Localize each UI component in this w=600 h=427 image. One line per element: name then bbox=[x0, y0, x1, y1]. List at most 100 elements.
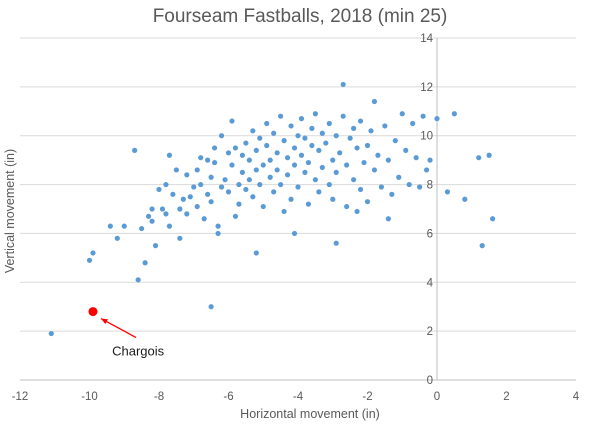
data-point bbox=[215, 223, 221, 229]
x-tick-label: -4 bbox=[293, 391, 304, 403]
data-point bbox=[295, 133, 301, 139]
data-point bbox=[291, 145, 298, 151]
data-point bbox=[177, 206, 183, 212]
data-point bbox=[284, 155, 291, 161]
y-tick-label: 6 bbox=[427, 228, 433, 240]
data-point bbox=[364, 142, 371, 149]
data-point bbox=[490, 216, 496, 222]
data-point bbox=[184, 172, 190, 178]
data-point bbox=[264, 120, 270, 127]
axes bbox=[20, 38, 576, 381]
data-point bbox=[382, 123, 388, 129]
data-point bbox=[232, 145, 239, 151]
data-point bbox=[48, 330, 54, 337]
highlight-point bbox=[88, 307, 98, 317]
x-tick-label: 4 bbox=[573, 391, 580, 403]
data-point bbox=[295, 184, 301, 190]
data-point bbox=[368, 128, 374, 134]
data-point bbox=[246, 157, 252, 163]
data-point bbox=[194, 203, 200, 210]
data-point bbox=[201, 216, 207, 222]
data-point bbox=[451, 111, 457, 117]
data-point bbox=[351, 177, 357, 183]
data-point bbox=[357, 118, 364, 124]
highlight-annotation: Chargois bbox=[88, 307, 165, 359]
chart-title: Fourseam Fastballs, 2018 (min 25) bbox=[153, 6, 448, 27]
data-point bbox=[232, 213, 239, 219]
data-point bbox=[177, 235, 183, 241]
data-point bbox=[389, 191, 395, 197]
data-point bbox=[309, 125, 315, 131]
data-point bbox=[298, 152, 305, 158]
y-tick-label: 14 bbox=[420, 33, 433, 45]
data-points bbox=[48, 81, 496, 337]
data-point bbox=[114, 235, 120, 241]
data-point bbox=[337, 150, 343, 156]
data-point bbox=[309, 142, 315, 149]
data-point bbox=[225, 189, 232, 195]
data-point bbox=[316, 147, 322, 153]
data-point bbox=[208, 174, 214, 180]
x-tick-labels: -12 -10 -8 -6 -4 -2 0 2 4 bbox=[12, 391, 580, 403]
data-point bbox=[410, 120, 416, 127]
data-point bbox=[462, 196, 468, 202]
data-point bbox=[264, 142, 270, 149]
data-point bbox=[90, 250, 96, 256]
data-point bbox=[218, 133, 225, 139]
annotation-arrowhead bbox=[100, 318, 108, 325]
x-axis-title: Horizontal movement (in) bbox=[240, 407, 380, 421]
data-point bbox=[163, 181, 169, 188]
data-point bbox=[291, 230, 298, 237]
data-point bbox=[423, 167, 430, 173]
y-tick-label: 2 bbox=[427, 326, 433, 338]
data-point bbox=[347, 135, 353, 141]
data-point bbox=[86, 257, 93, 263]
data-point bbox=[357, 186, 364, 193]
data-point bbox=[361, 159, 367, 166]
data-point bbox=[170, 191, 176, 197]
data-point bbox=[417, 184, 423, 190]
data-point bbox=[333, 169, 339, 175]
data-point bbox=[305, 159, 312, 166]
data-point bbox=[323, 140, 329, 146]
data-point bbox=[225, 150, 232, 156]
x-tick-label: 0 bbox=[434, 391, 440, 403]
data-point bbox=[312, 177, 318, 183]
data-point bbox=[291, 162, 298, 168]
data-point bbox=[253, 167, 259, 173]
x-tick-label: -6 bbox=[223, 391, 233, 403]
data-point bbox=[142, 260, 148, 266]
data-point bbox=[135, 277, 141, 283]
data-point bbox=[149, 206, 155, 212]
data-point bbox=[371, 167, 378, 173]
annotation-arrow-line bbox=[100, 318, 137, 339]
data-point bbox=[406, 181, 412, 188]
data-point bbox=[205, 191, 211, 197]
data-point bbox=[163, 211, 169, 217]
data-point bbox=[198, 155, 204, 161]
data-point bbox=[281, 138, 287, 144]
data-point bbox=[274, 167, 280, 173]
data-point bbox=[344, 162, 350, 168]
data-point bbox=[194, 167, 200, 173]
data-point bbox=[239, 169, 245, 175]
data-point bbox=[486, 152, 492, 158]
data-point bbox=[288, 196, 294, 202]
data-point bbox=[333, 240, 339, 246]
data-point bbox=[149, 218, 155, 224]
data-point bbox=[212, 159, 218, 166]
data-point bbox=[340, 81, 346, 88]
data-point bbox=[208, 199, 214, 205]
data-point bbox=[479, 243, 485, 249]
data-point bbox=[212, 145, 218, 151]
data-point bbox=[392, 138, 398, 144]
data-point bbox=[271, 130, 277, 136]
data-point bbox=[107, 223, 113, 229]
data-point bbox=[187, 194, 193, 200]
data-point bbox=[229, 162, 235, 168]
data-point bbox=[184, 211, 190, 217]
data-point bbox=[330, 196, 336, 202]
data-point bbox=[413, 155, 419, 161]
y-axis-title: Vertical movement (in) bbox=[3, 149, 17, 273]
